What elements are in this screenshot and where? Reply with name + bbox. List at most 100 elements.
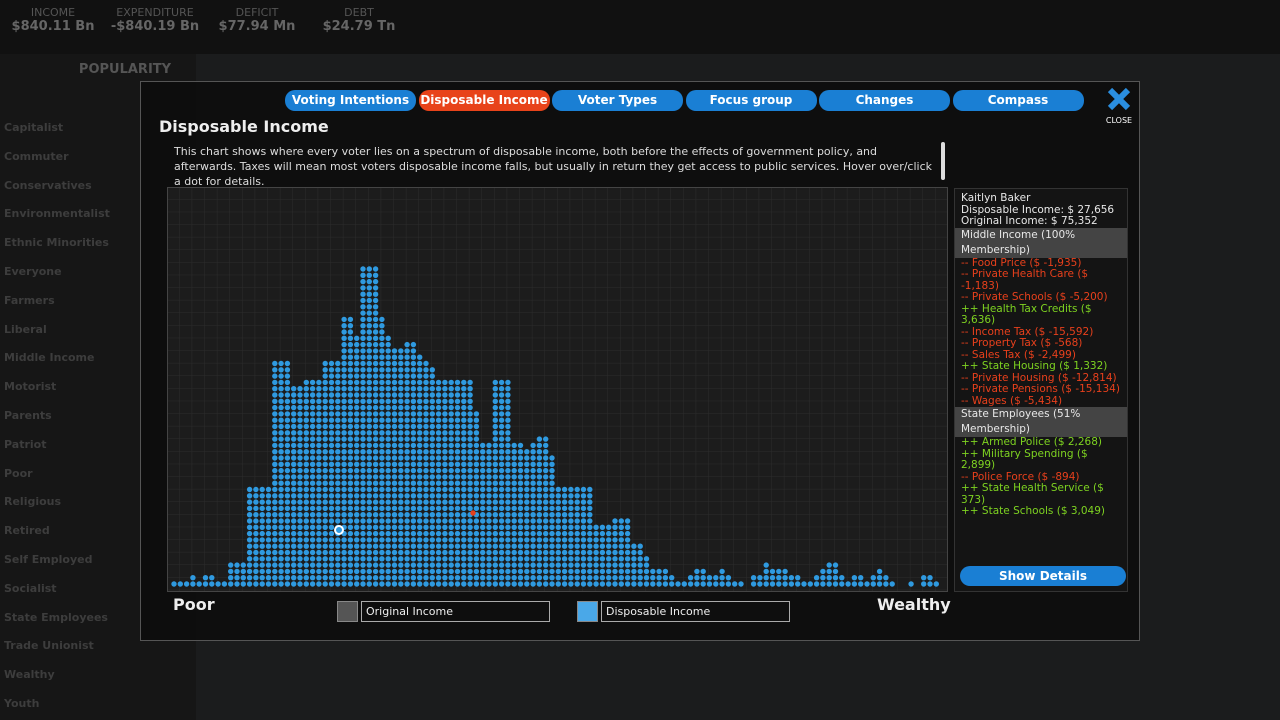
voter-dot[interactable]: [568, 499, 574, 505]
voter-dot[interactable]: [234, 575, 240, 581]
voter-dot[interactable]: [341, 373, 347, 379]
voter-dot[interactable]: [303, 467, 309, 474]
voter-dot[interactable]: [246, 524, 253, 530]
voter-dot[interactable]: [341, 417, 347, 423]
voter-dot[interactable]: [574, 537, 580, 543]
voter-dot[interactable]: [448, 543, 454, 549]
voter-dot[interactable]: [284, 480, 291, 486]
voter-dot[interactable]: [675, 581, 681, 587]
voter-dot[interactable]: [404, 543, 410, 549]
voter-dot[interactable]: [385, 430, 391, 436]
voter-dot[interactable]: [643, 575, 650, 581]
voter-dot[interactable]: [473, 411, 480, 417]
voter-dot[interactable]: [517, 537, 524, 543]
voter-dot[interactable]: [309, 549, 316, 556]
voter-dot[interactable]: [467, 430, 473, 436]
voter-dot[interactable]: [379, 455, 385, 461]
voter-dot[interactable]: [423, 436, 429, 442]
voter-dot[interactable]: [272, 581, 278, 587]
voter-dot[interactable]: [530, 480, 536, 486]
voter-dot[interactable]: [360, 323, 366, 329]
voter-dot[interactable]: [555, 575, 561, 581]
voter-dot[interactable]: [379, 480, 385, 486]
voter-dot[interactable]: [379, 373, 385, 379]
voter-dot[interactable]: [335, 512, 341, 518]
voter-dot[interactable]: [719, 581, 725, 587]
voter-dot[interactable]: [398, 530, 404, 537]
tab[interactable]: Changes: [819, 90, 950, 111]
voter-dot[interactable]: [284, 379, 291, 386]
voter-dot[interactable]: [599, 556, 606, 562]
voter-dot[interactable]: [360, 461, 366, 467]
voter-dot[interactable]: [322, 423, 328, 430]
voter-dot[interactable]: [366, 530, 372, 537]
voter-dot[interactable]: [284, 436, 291, 442]
voter-dot[interactable]: [568, 556, 574, 562]
voter-dot[interactable]: [209, 581, 215, 587]
voter-dot[interactable]: [505, 423, 511, 430]
voter-dot[interactable]: [511, 518, 517, 524]
voter-dot[interactable]: [297, 449, 303, 455]
voter-dot[interactable]: [467, 423, 473, 430]
voter-dot[interactable]: [328, 417, 335, 423]
voter-dot[interactable]: [341, 556, 347, 562]
voter-dot[interactable]: [246, 575, 253, 581]
voter-dot[interactable]: [234, 562, 240, 568]
voter-dot[interactable]: [694, 568, 700, 575]
voter-dot[interactable]: [259, 512, 265, 518]
voter-dot[interactable]: [328, 499, 335, 505]
voter-dot[interactable]: [719, 575, 725, 581]
voter-dot[interactable]: [404, 467, 410, 474]
voter-dot[interactable]: [435, 568, 442, 575]
voter-dot[interactable]: [706, 581, 713, 587]
voter-dot[interactable]: [738, 581, 744, 587]
voter-dot[interactable]: [511, 499, 517, 505]
voter-dot[interactable]: [360, 505, 366, 512]
voter-dot[interactable]: [391, 556, 398, 562]
voter-dot[interactable]: [669, 575, 675, 581]
voter-dot[interactable]: [328, 461, 335, 467]
voter-dot[interactable]: [354, 398, 360, 404]
voter-dot[interactable]: [265, 486, 272, 493]
voter-dot[interactable]: [492, 467, 498, 474]
voter-dot[interactable]: [467, 467, 473, 474]
voter-dot[interactable]: [555, 518, 561, 524]
voter-dot[interactable]: [379, 493, 385, 499]
voter-dot[interactable]: [429, 379, 435, 386]
voter-dot[interactable]: [417, 423, 423, 430]
voter-dot[interactable]: [454, 392, 461, 398]
voter-dot[interactable]: [555, 530, 561, 537]
voter-dot[interactable]: [391, 499, 398, 505]
voter-dot[interactable]: [391, 530, 398, 537]
voter-dot[interactable]: [461, 461, 467, 467]
voter-dot[interactable]: [593, 537, 599, 543]
voter-dot[interactable]: [372, 543, 379, 549]
voter-dot[interactable]: [303, 411, 309, 417]
voter-dot[interactable]: [335, 543, 341, 549]
voter-dot[interactable]: [253, 537, 259, 543]
voter-dot[interactable]: [555, 556, 561, 562]
voter-dot[interactable]: [322, 543, 328, 549]
voter-dot[interactable]: [354, 467, 360, 474]
voter-dot[interactable]: [480, 461, 486, 467]
voter-dot[interactable]: [379, 449, 385, 455]
voter-dot[interactable]: [398, 455, 404, 461]
voter-dot[interactable]: [410, 348, 417, 354]
voter-dot[interactable]: [379, 499, 385, 505]
voter-dot[interactable]: [391, 581, 398, 587]
voter-dot[interactable]: [498, 417, 505, 423]
voter-dot[interactable]: [385, 449, 391, 455]
voter-dot[interactable]: [530, 524, 536, 530]
voter-dot[interactable]: [498, 398, 505, 404]
voter-dot[interactable]: [272, 404, 278, 411]
voter-dot[interactable]: [498, 530, 505, 537]
voter-dot[interactable]: [568, 568, 574, 575]
voter-dot[interactable]: [429, 486, 435, 493]
voter-dot[interactable]: [442, 442, 448, 449]
voter-dot[interactable]: [429, 549, 435, 556]
voter-dot[interactable]: [335, 455, 341, 461]
voter-group[interactable]: Self Employed: [4, 553, 93, 566]
voter-group[interactable]: Commuter: [4, 149, 69, 163]
voter-dot[interactable]: [637, 562, 643, 568]
voter-dot[interactable]: [404, 373, 410, 379]
